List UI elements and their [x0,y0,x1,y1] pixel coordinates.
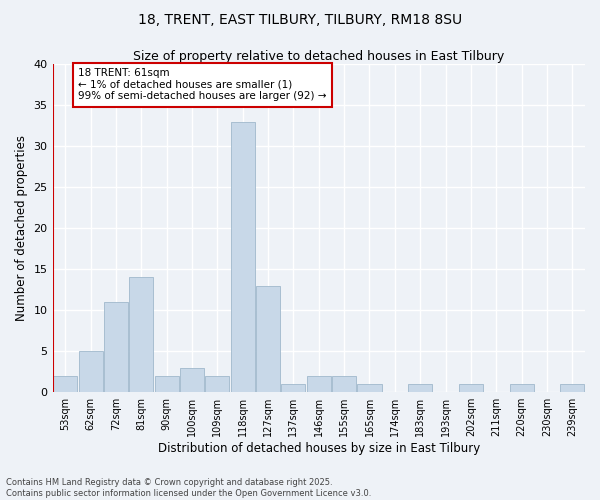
Bar [307,376,331,392]
Bar [459,384,483,392]
Bar [509,384,533,392]
X-axis label: Distribution of detached houses by size in East Tilbury: Distribution of detached houses by size … [158,442,480,455]
Text: Contains HM Land Registry data © Crown copyright and database right 2025.
Contai: Contains HM Land Registry data © Crown c… [6,478,371,498]
Bar [180,368,204,392]
Bar [332,376,356,392]
Bar [53,376,77,392]
Bar [129,278,154,392]
Y-axis label: Number of detached properties: Number of detached properties [15,135,28,321]
Text: 18, TRENT, EAST TILBURY, TILBURY, RM18 8SU: 18, TRENT, EAST TILBURY, TILBURY, RM18 8… [138,12,462,26]
Bar [560,384,584,392]
Bar [256,286,280,392]
Bar [358,384,382,392]
Bar [205,376,229,392]
Title: Size of property relative to detached houses in East Tilbury: Size of property relative to detached ho… [133,50,505,63]
Bar [408,384,432,392]
Bar [79,351,103,392]
Text: 18 TRENT: 61sqm
← 1% of detached houses are smaller (1)
99% of semi-detached hou: 18 TRENT: 61sqm ← 1% of detached houses … [79,68,327,102]
Bar [155,376,179,392]
Bar [281,384,305,392]
Bar [230,122,255,392]
Bar [104,302,128,392]
